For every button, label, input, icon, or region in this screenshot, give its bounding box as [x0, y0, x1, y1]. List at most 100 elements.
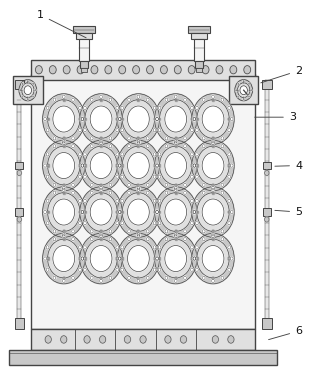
Circle shape — [35, 90, 36, 91]
Bar — [212, 184, 214, 186]
Circle shape — [117, 94, 160, 144]
Circle shape — [91, 98, 93, 101]
Bar — [154, 211, 156, 213]
Circle shape — [46, 222, 49, 225]
Circle shape — [230, 164, 233, 167]
Circle shape — [156, 164, 158, 167]
Bar — [100, 99, 102, 101]
Circle shape — [158, 268, 161, 271]
Bar — [159, 118, 160, 120]
Bar — [47, 118, 49, 120]
Circle shape — [63, 142, 65, 145]
Bar — [212, 277, 214, 279]
Circle shape — [212, 140, 214, 143]
Circle shape — [116, 106, 118, 109]
Circle shape — [53, 230, 56, 233]
Circle shape — [79, 129, 81, 132]
Bar — [9, 350, 277, 365]
Circle shape — [53, 199, 75, 225]
Bar — [47, 164, 49, 167]
Circle shape — [191, 153, 193, 156]
Circle shape — [137, 279, 140, 282]
Circle shape — [228, 268, 230, 271]
Circle shape — [46, 199, 49, 202]
Circle shape — [48, 239, 80, 278]
Bar — [212, 145, 214, 147]
Bar — [263, 162, 271, 169]
Bar — [196, 68, 202, 72]
Bar — [121, 118, 123, 120]
Bar — [121, 257, 123, 260]
Circle shape — [121, 175, 123, 178]
Bar — [175, 184, 177, 186]
Circle shape — [202, 183, 205, 186]
Bar — [228, 164, 230, 167]
Circle shape — [116, 153, 118, 156]
Bar — [262, 80, 272, 89]
Bar — [265, 80, 269, 329]
Bar — [63, 238, 65, 240]
Circle shape — [118, 164, 121, 167]
Circle shape — [116, 199, 118, 202]
Bar — [191, 211, 193, 213]
Circle shape — [48, 100, 80, 138]
Bar — [154, 164, 156, 167]
Bar — [175, 145, 177, 147]
Circle shape — [158, 106, 161, 109]
Circle shape — [109, 145, 112, 148]
Circle shape — [84, 246, 86, 249]
Circle shape — [146, 137, 149, 140]
Circle shape — [53, 183, 56, 186]
Circle shape — [122, 239, 155, 278]
Circle shape — [193, 164, 196, 167]
Circle shape — [230, 65, 237, 74]
Bar — [228, 211, 230, 213]
Circle shape — [202, 191, 205, 194]
Circle shape — [24, 86, 31, 94]
Circle shape — [100, 95, 102, 98]
Circle shape — [44, 211, 46, 214]
Bar — [84, 164, 86, 167]
Circle shape — [81, 118, 84, 121]
Circle shape — [235, 80, 253, 101]
Circle shape — [124, 336, 131, 343]
Bar — [100, 192, 102, 194]
Circle shape — [48, 146, 80, 185]
Circle shape — [165, 230, 168, 233]
Bar — [159, 257, 160, 260]
Circle shape — [153, 106, 156, 109]
Bar — [196, 211, 198, 213]
Circle shape — [193, 118, 196, 121]
Circle shape — [122, 193, 155, 231]
Circle shape — [91, 238, 93, 241]
Circle shape — [44, 118, 46, 121]
Circle shape — [174, 279, 177, 282]
Circle shape — [193, 211, 196, 214]
Circle shape — [91, 65, 98, 74]
Circle shape — [180, 336, 187, 343]
Bar — [63, 230, 65, 232]
Circle shape — [53, 191, 56, 194]
Circle shape — [72, 145, 74, 148]
Circle shape — [80, 140, 122, 191]
Circle shape — [118, 118, 121, 121]
Circle shape — [100, 233, 102, 236]
Bar — [175, 277, 177, 279]
Circle shape — [202, 145, 205, 148]
Bar — [243, 97, 244, 98]
Circle shape — [174, 140, 177, 143]
Circle shape — [174, 233, 177, 236]
Circle shape — [116, 268, 118, 271]
Bar — [121, 211, 123, 213]
Circle shape — [79, 106, 81, 109]
Circle shape — [228, 153, 230, 156]
Circle shape — [174, 188, 177, 191]
Circle shape — [196, 246, 198, 249]
Bar — [31, 60, 255, 80]
Bar — [79, 118, 81, 120]
Circle shape — [202, 230, 205, 233]
Circle shape — [265, 170, 269, 176]
Circle shape — [165, 199, 187, 225]
Bar — [100, 238, 102, 240]
Bar — [73, 26, 95, 33]
